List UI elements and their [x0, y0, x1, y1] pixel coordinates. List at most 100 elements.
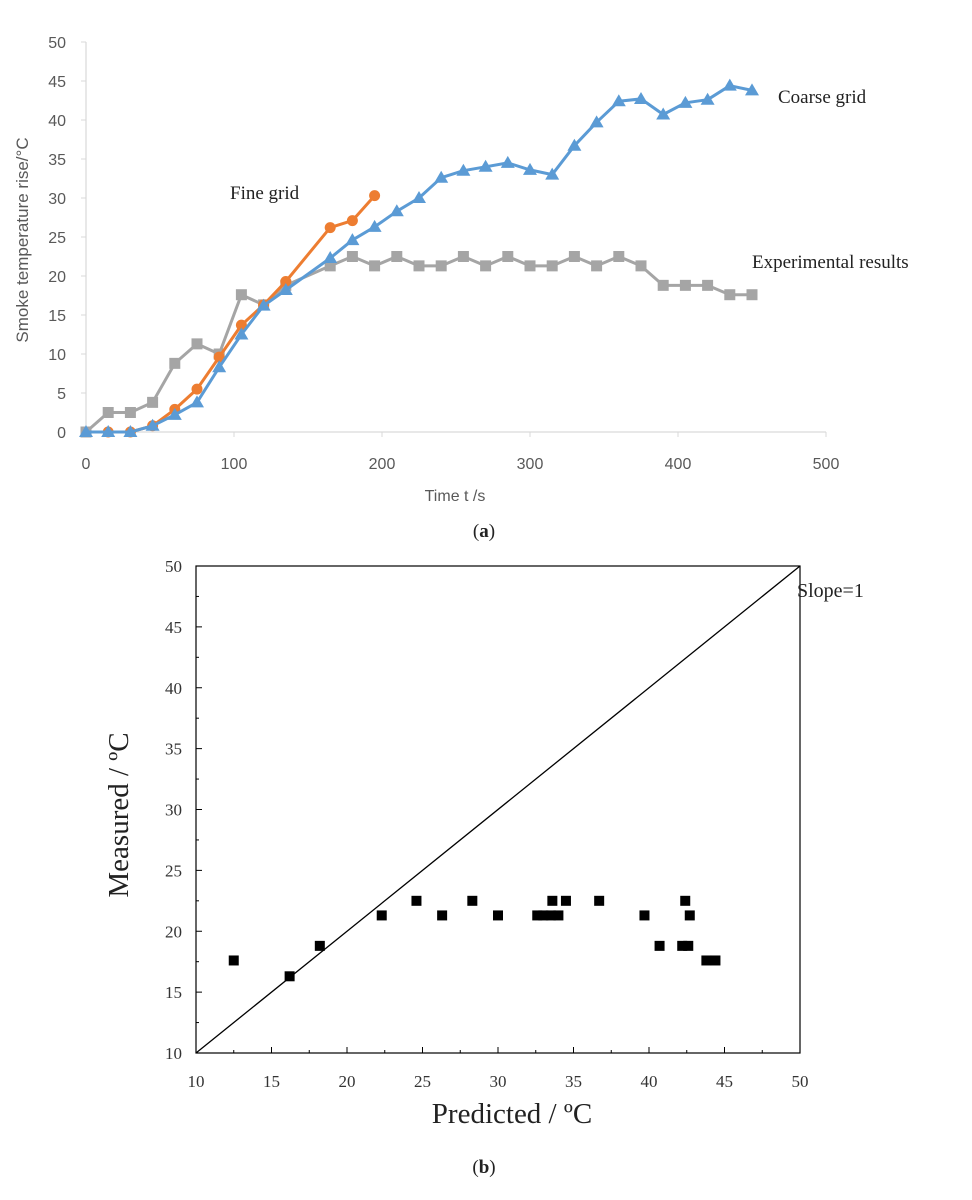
caption-b-letter: b — [479, 1157, 490, 1178]
b-y-tick-label: 15 — [165, 983, 182, 1002]
data-point-experimental-results — [746, 289, 758, 301]
data-point-coarse-grid — [323, 251, 338, 264]
b-y-tick-label: 25 — [165, 861, 182, 880]
data-point-coarse-grid — [345, 233, 360, 246]
data-point-coarse-grid — [389, 204, 404, 217]
data-point-coarse-grid — [367, 219, 382, 232]
legend-label-fine-grid: Fine grid — [230, 183, 300, 204]
a-x-tick-label: 500 — [813, 456, 840, 473]
data-point-experimental-results — [724, 289, 736, 301]
data-point-coarse-grid — [722, 78, 737, 91]
b-x-tick-labels: 10 15 20 25 30 35 40 45 50 — [188, 1072, 809, 1091]
caption-a-close: ) — [489, 521, 495, 542]
scatter-point — [560, 895, 571, 906]
a-x-axis-title: Time t /s — [425, 488, 486, 505]
data-point-experimental-results — [369, 260, 381, 272]
data-point-coarse-grid — [567, 138, 582, 151]
a-series-group — [79, 78, 759, 438]
data-point-experimental-results — [413, 260, 425, 272]
data-point-coarse-grid — [190, 395, 204, 408]
a-y-tick-label: 40 — [48, 113, 66, 130]
caption-a-open: ( — [473, 521, 479, 542]
data-point-coarse-grid — [167, 407, 182, 420]
a-x-tick-labels: 0 100 200 300 400 500 — [82, 456, 840, 473]
data-point-fine-grid — [213, 351, 225, 363]
a-y-tick-label: 15 — [48, 308, 66, 325]
scatter-point — [680, 895, 691, 906]
b-y-tick-label: 35 — [165, 740, 182, 759]
b-x-tick-label: 25 — [414, 1072, 431, 1091]
series-line-experimental-results — [85, 255, 752, 434]
data-point-experimental-results — [657, 279, 669, 291]
data-point-coarse-grid — [212, 360, 227, 373]
data-point-fine-grid — [324, 222, 336, 234]
a-y-tick-label: 25 — [48, 230, 66, 247]
scatter-point — [532, 910, 543, 921]
a-y-tick-label: 45 — [48, 74, 66, 91]
scatter-point — [654, 940, 665, 951]
data-point-coarse-grid — [700, 92, 715, 105]
caption-a-letter: a — [479, 521, 489, 542]
scatter-point — [710, 955, 721, 966]
a-x-tick-label: 200 — [369, 456, 396, 473]
data-point-coarse-grid — [101, 425, 116, 437]
b-y-tick-label: 45 — [165, 618, 182, 637]
data-point-experimental-results — [235, 289, 247, 301]
data-point-experimental-results — [613, 251, 625, 262]
b-y-tick-label: 20 — [165, 922, 182, 941]
b-y-tick-label: 30 — [165, 801, 182, 820]
b-y-axis-title: Measured / ºC — [103, 732, 135, 897]
scatter-point — [411, 895, 422, 906]
scatter-point — [228, 955, 239, 966]
data-point-experimental-results — [502, 251, 514, 262]
data-point-coarse-grid — [589, 115, 604, 128]
a-y-tick-label: 30 — [48, 191, 66, 208]
data-point-coarse-grid — [123, 425, 138, 437]
series-line-coarse-grid — [86, 84, 753, 434]
chart-a: 0 5 10 15 20 25 30 35 40 45 50 0 100 200 300 400 500 Ti… — [13, 35, 909, 542]
caption-b: (b) — [472, 1157, 495, 1178]
data-point-coarse-grid — [634, 91, 648, 104]
data-point-coarse-grid — [478, 159, 493, 172]
b-x-tick-label: 40 — [641, 1072, 658, 1091]
b-x-tick-label: 45 — [716, 1072, 733, 1091]
b-x-tick-label: 50 — [792, 1072, 809, 1091]
data-point-experimental-results — [679, 279, 691, 291]
data-point-experimental-results — [480, 260, 492, 272]
b-scatter-points — [228, 895, 721, 982]
data-point-experimental-results — [568, 251, 580, 262]
b-x-tick-label: 35 — [565, 1072, 582, 1091]
data-point-coarse-grid — [278, 283, 293, 296]
data-point-coarse-grid — [545, 167, 560, 180]
data-point-fine-grid — [235, 319, 247, 331]
data-point-experimental-results — [635, 260, 647, 272]
data-point-experimental-results — [702, 279, 714, 291]
a-axes — [81, 41, 827, 437]
scatter-point — [701, 955, 712, 966]
b-y-tick-label: 50 — [165, 557, 182, 576]
data-point-coarse-grid — [523, 162, 537, 175]
scatter-point — [684, 910, 695, 921]
data-point-fine-grid — [191, 383, 203, 395]
data-point-experimental-results — [346, 251, 358, 262]
data-point-fine-grid — [280, 275, 292, 287]
a-y-tick-labels: 0 5 10 15 20 25 30 35 40 45 50 — [48, 35, 66, 442]
scatter-point — [639, 910, 650, 921]
caption-a: (a) — [473, 521, 495, 542]
b-y-tick-labels: 10 15 20 25 30 35 40 45 50 — [165, 557, 182, 1063]
data-point-fine-grid — [369, 190, 381, 202]
scatter-point — [545, 910, 556, 921]
legend-label-experimental-results: Experimental results — [752, 252, 909, 273]
b-x-tick-label: 10 — [188, 1072, 205, 1091]
series-fine-grid — [102, 190, 381, 438]
data-point-coarse-grid — [611, 94, 626, 107]
a-y-tick-label: 50 — [48, 35, 66, 52]
data-point-coarse-grid — [412, 191, 426, 203]
scatter-point — [594, 895, 605, 906]
a-y-tick-label: 10 — [48, 347, 66, 364]
scatter-point — [547, 895, 558, 906]
series-line-fine-grid — [108, 194, 376, 434]
scatter-point — [437, 910, 448, 921]
data-point-experimental-results — [324, 260, 336, 272]
